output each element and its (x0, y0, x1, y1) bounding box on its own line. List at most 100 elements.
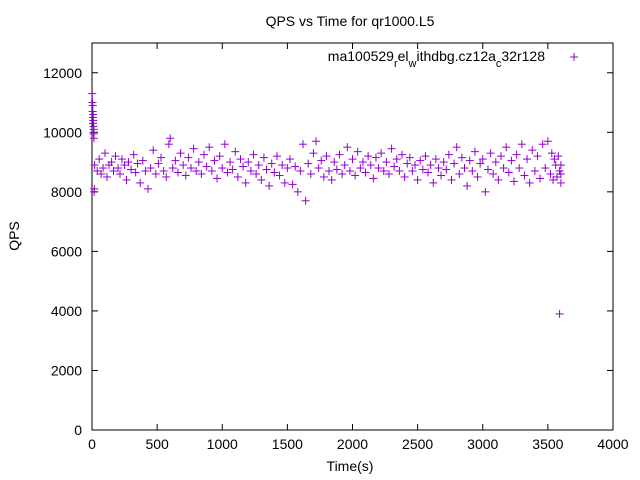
data-point (556, 169, 565, 178)
data-point (528, 146, 537, 155)
data-point (301, 196, 310, 205)
data-point (426, 161, 435, 170)
data-point (463, 181, 472, 190)
data-point (450, 159, 459, 168)
data-point (330, 158, 339, 167)
data-point (345, 167, 354, 176)
x-tick-label: 3000 (467, 436, 498, 452)
data-point (244, 158, 253, 167)
data-point (395, 167, 404, 176)
x-axis-title: Time(s) (327, 458, 374, 474)
data-point (538, 140, 547, 149)
data-point (457, 153, 466, 162)
data-point (364, 152, 373, 161)
data-point (371, 153, 380, 162)
data-point (129, 150, 138, 159)
data-point (366, 161, 375, 170)
data-point (494, 175, 503, 184)
data-point (114, 164, 123, 173)
data-point (455, 169, 464, 178)
data-point (481, 187, 490, 196)
data-point (556, 178, 565, 187)
data-point (101, 149, 110, 158)
data-point (515, 164, 524, 173)
data-point (387, 144, 396, 153)
data-point (275, 171, 284, 180)
data-point (338, 169, 347, 178)
data-point (468, 167, 477, 176)
y-tick-label: 2000 (51, 362, 82, 378)
data-point (249, 150, 258, 159)
data-point (215, 152, 224, 161)
x-tick-label: 2000 (337, 436, 368, 452)
data-point (309, 149, 318, 158)
data-point (439, 158, 448, 167)
data-point (197, 169, 206, 178)
data-point (166, 134, 175, 143)
data-point (241, 178, 250, 187)
data-point (312, 137, 321, 146)
data-point (408, 167, 417, 176)
data-point (144, 184, 153, 193)
legend-label-part: ma100529 (328, 48, 394, 64)
data-point (351, 171, 360, 180)
data-point (547, 149, 556, 158)
data-point (226, 158, 235, 167)
data-point (90, 161, 99, 170)
legend: ma100529relwithdbg.cz12ac32r128 (328, 48, 578, 70)
data-point (162, 172, 171, 181)
data-point (556, 161, 565, 170)
data-point (138, 156, 147, 165)
data-point (499, 164, 508, 173)
x-tick-label: 2500 (402, 436, 433, 452)
data-point (151, 169, 160, 178)
data-point (213, 174, 222, 183)
data-point (127, 165, 136, 174)
legend-label-part: w (408, 58, 417, 70)
data-point (325, 167, 334, 176)
data-point (536, 174, 545, 183)
data-point (262, 165, 271, 174)
data-point (403, 159, 412, 168)
data-point (231, 147, 240, 156)
data-point (543, 137, 552, 146)
data-point (335, 150, 344, 159)
data-point (317, 156, 326, 165)
data-point (413, 175, 422, 184)
data-point (555, 309, 564, 318)
data-point (200, 150, 209, 159)
data-point (122, 175, 131, 184)
data-point (476, 159, 485, 168)
data-point (374, 164, 383, 173)
data-point (171, 156, 180, 165)
data-point (136, 178, 145, 187)
y-tick-label: 10000 (43, 124, 82, 140)
data-point (272, 152, 281, 161)
data-point (358, 158, 367, 167)
legend-entry-label: ma100529relwithdbg.cz12ac32r128 (328, 48, 545, 70)
data-point (265, 181, 274, 190)
data-point (164, 140, 173, 149)
data-point (384, 169, 393, 178)
data-point (392, 155, 401, 164)
data-point (491, 158, 500, 167)
data-point (546, 169, 555, 178)
data-point (486, 149, 495, 158)
data-point (431, 155, 440, 164)
x-tick-label: 0 (88, 436, 96, 452)
data-point (332, 165, 341, 174)
data-point (252, 169, 261, 178)
data-point (288, 180, 297, 189)
data-point (236, 155, 245, 164)
data-point (343, 143, 352, 152)
y-ticks: 0 2000 4000 6000 8000 10000 12000 (43, 65, 613, 438)
data-point (377, 149, 386, 158)
legend-label-part: r (394, 58, 398, 70)
data-point (306, 169, 315, 178)
y-tick-label: 4000 (51, 303, 82, 319)
data-point (319, 172, 328, 181)
data-point (210, 156, 219, 165)
data-point (131, 168, 140, 177)
data-point (411, 161, 420, 170)
x-tick-label: 4000 (597, 436, 628, 452)
